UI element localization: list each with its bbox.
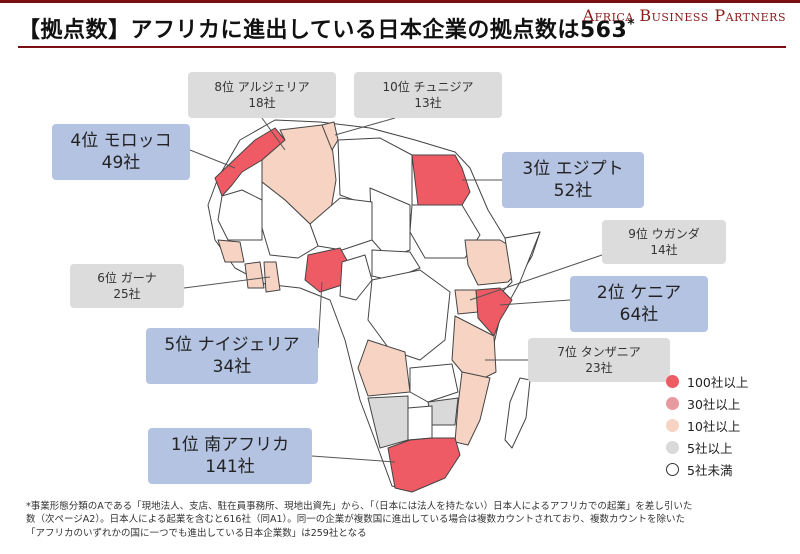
callout-tanzania: 7位 タンザニア 23社: [528, 338, 670, 382]
title-footnote-mark: *: [627, 16, 636, 33]
callout-south-africa-rank: 1位 南アフリカ: [170, 434, 290, 455]
legend-item: 5社未満: [666, 458, 786, 480]
footnote: *事業形態分類のAである「現地法人、支店、駐在員事務所、現地出資先」から、「（日…: [26, 500, 786, 540]
legend-item: 10社以上: [666, 414, 786, 436]
callout-ghana-rank: 6位 ガーナ: [97, 270, 157, 285]
country-drc: [367, 269, 451, 361]
callout-nigeria: 5位 ナイジェリア 34社: [146, 328, 318, 384]
footnote-line-1: *事業形態分類のAである「現地法人、支店、駐在員事務所、現地出資先」から、「（日…: [26, 501, 693, 512]
title-rule: [18, 46, 786, 48]
legend-label: 5社未満: [687, 462, 733, 478]
callout-egypt: 3位 エジプト 52社: [502, 152, 644, 208]
top-rule: [0, 0, 800, 3]
country-namibia: [367, 395, 409, 449]
leader-algeria: [261, 117, 286, 151]
page-title: 【拠点数】アフリカに進出している日本企業の拠点数は563*: [18, 16, 636, 43]
country-angola: [357, 339, 411, 397]
callout-tunisia-rank: 10位 チュニジア: [382, 79, 474, 94]
footnote-line-3: 「アフリカのいずれかの国に一つでも進出している日本企業数」は259社となる: [26, 527, 367, 539]
leader-morocco: [189, 149, 236, 169]
callout-tunisia: 10位 チュニジア 13社: [354, 72, 502, 118]
footnote-line-2: 数（次ページA2）。日本人による起業を含むと616社（同A1）。同一の企業が複数…: [26, 514, 686, 526]
callout-ghana: 6位 ガーナ 25社: [70, 264, 184, 308]
legend-label: 100社以上: [687, 374, 749, 390]
country-mozambique: [454, 371, 491, 446]
callout-south-africa: 1位 南アフリカ 141社: [148, 428, 312, 484]
callout-south-africa-count: 141社: [205, 457, 255, 477]
country-mali: [261, 181, 319, 259]
leader-kenya: [499, 299, 571, 306]
callout-egypt-count: 52社: [553, 181, 593, 201]
country-botswana: [407, 405, 433, 441]
callout-nigeria-count: 34社: [212, 357, 252, 377]
country-morocco: [214, 127, 286, 197]
callout-tunisia-count: 13社: [414, 96, 442, 110]
leader-tunisia: [334, 117, 396, 136]
country-cameroon: [339, 254, 373, 301]
legend-label: 10社以上: [687, 418, 741, 434]
legend: 100社以上 30社以上 10社以上 5社以上 5社未満: [666, 370, 786, 480]
callout-nigeria-rank: 5位 ナイジェリア: [164, 334, 300, 355]
legend-item: 100社以上: [666, 370, 786, 392]
leader-ghana: [183, 276, 271, 289]
legend-swatch: [666, 440, 679, 454]
legend-label: 5社以上: [687, 440, 733, 456]
callout-uganda-count: 14社: [650, 243, 678, 257]
country-uganda: [454, 289, 479, 315]
legend-label: 30社以上: [687, 396, 741, 412]
callout-kenya-count: 64社: [619, 305, 659, 325]
brand-logo: Africa Business Partners: [582, 6, 786, 25]
country-madagascar: [504, 377, 531, 449]
country-mauritania: [217, 189, 263, 241]
callout-morocco-count: 49社: [101, 153, 141, 173]
callout-morocco-rank: 4位 モロッコ: [70, 130, 172, 151]
legend-swatch: [666, 462, 679, 476]
country-ghana: [263, 261, 281, 293]
leader-uganda: [469, 254, 603, 301]
callout-morocco: 4位 モロッコ 49社: [52, 124, 190, 180]
callout-kenya: 2位 ケニア 64社: [570, 276, 708, 332]
legend-swatch: [666, 374, 679, 388]
country-kenya: [475, 287, 513, 337]
callout-egypt-rank: 3位 エジプト: [522, 158, 624, 179]
callout-uganda-rank: 9位 ウガンダ: [628, 226, 700, 241]
legend-item: 5社以上: [666, 436, 786, 458]
callout-kenya-rank: 2位 ケニア: [596, 282, 682, 303]
callout-algeria: 8位 アルジェリア 18社: [188, 72, 336, 118]
leader-nigeria: [317, 281, 323, 349]
legend-swatch: [666, 396, 679, 410]
country-senegal: [217, 239, 245, 263]
callout-ghana-count: 25社: [113, 287, 141, 301]
leader-south-africa: [311, 455, 396, 463]
callout-tanzania-rank: 7位 タンザニア: [557, 344, 641, 359]
callout-tanzania-count: 23社: [585, 361, 613, 375]
legend-item: 30社以上: [666, 392, 786, 414]
legend-swatch: [666, 418, 679, 432]
callout-algeria-rank: 8位 アルジェリア: [214, 79, 310, 94]
callout-algeria-count: 18社: [248, 96, 276, 110]
country-zambia: [409, 363, 459, 403]
country-south-africa: [387, 437, 461, 493]
callout-uganda: 9位 ウガンダ 14社: [602, 220, 726, 264]
